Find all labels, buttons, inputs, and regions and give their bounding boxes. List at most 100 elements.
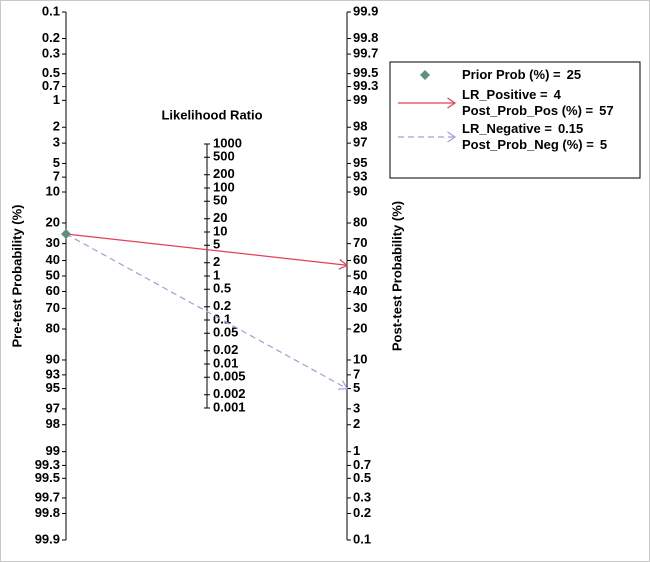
- lr-tick-label: 50: [213, 193, 227, 208]
- right-tick-label: 99.7: [353, 46, 378, 61]
- left-tick-label: 60: [46, 283, 60, 298]
- legend-value: 5: [600, 137, 607, 152]
- right-tick-label: 95: [353, 155, 367, 170]
- left-tick-label: 98: [46, 416, 60, 431]
- lr-tick-label: 0.05: [213, 325, 238, 340]
- right-tick-label: 1: [353, 443, 360, 458]
- left-tick-label: 0.2: [42, 30, 60, 45]
- left-axis-label: Pre-test Probability (%): [9, 204, 24, 347]
- nomogram-line: [65, 233, 348, 266]
- legend-value: 4: [554, 87, 562, 102]
- left-tick-label: 99.3: [35, 457, 60, 472]
- legend-arrow: [447, 131, 457, 143]
- right-tick-label: 99.9: [353, 3, 378, 18]
- legend-text: Post_Prob_Pos (%) = 57: [462, 103, 614, 118]
- right-tick-label: 0.2: [353, 505, 371, 520]
- lr-tick-label: 0.005: [213, 369, 246, 384]
- lr-tick-label: 0.002: [213, 386, 246, 401]
- right-tick-label: 30: [353, 300, 367, 315]
- lr-tick-label: 1000: [213, 135, 242, 150]
- right-tick-label: 97: [353, 135, 367, 150]
- lr-tick-label: 20: [213, 210, 227, 225]
- right-tick-label: 99.8: [353, 30, 378, 45]
- lr-tick-label: 0.2: [213, 298, 231, 313]
- legend-value: 25: [567, 67, 581, 82]
- left-tick-label: 93: [46, 366, 60, 381]
- legend-label: Post_Prob_Neg (%) =: [462, 137, 594, 152]
- left-tick-label: 3: [53, 135, 60, 150]
- left-tick-label: 0.7: [42, 78, 60, 93]
- left-tick-label: 70: [46, 300, 60, 315]
- right-tick-label: 93: [353, 169, 367, 184]
- left-tick-label: 0.1: [42, 3, 60, 18]
- left-tick-label: 50: [46, 267, 60, 282]
- arrow-head: [337, 380, 348, 390]
- legend-text: Prior Prob (%) = 25: [462, 67, 581, 82]
- legend-arrow: [447, 97, 457, 109]
- right-tick-label: 80: [353, 214, 367, 229]
- right-tick-label: 0.5: [353, 470, 371, 485]
- legend-label: LR_Positive =: [462, 87, 548, 102]
- right-tick-label: 3: [353, 400, 360, 415]
- right-tick-label: 60: [353, 252, 367, 267]
- right-tick-label: 10: [353, 351, 367, 366]
- left-tick-label: 1: [53, 92, 60, 107]
- left-tick-label: 99.8: [35, 505, 60, 520]
- left-tick-label: 95: [46, 380, 60, 395]
- left-tick-label: 2: [53, 119, 60, 134]
- right-tick-label: 40: [353, 283, 367, 298]
- arrow-head: [338, 259, 349, 270]
- left-tick-label: 10: [46, 183, 60, 198]
- legend-text: LR_Positive = 4: [462, 87, 562, 102]
- right-axis-label: Post-test Probability (%): [389, 201, 404, 351]
- legend-value: 0.15: [558, 121, 583, 136]
- lr-tick-label: 10: [213, 223, 227, 238]
- right-tick-label: 99.3: [353, 78, 378, 93]
- left-tick-label: 97: [46, 400, 60, 415]
- legend-label: Prior Prob (%) =: [462, 67, 561, 82]
- legend-marker: [420, 70, 430, 80]
- left-tick-label: 40: [46, 252, 60, 267]
- lr-tick-label: 0.01: [213, 355, 238, 370]
- left-tick-label: 20: [46, 214, 60, 229]
- left-tick-label: 99: [46, 443, 60, 458]
- right-tick-label: 20: [353, 320, 367, 335]
- left-tick-label: 0.3: [42, 46, 60, 61]
- left-tick-label: 99.5: [35, 470, 60, 485]
- right-tick-label: 7: [353, 366, 360, 381]
- lr-tick-label: 5: [213, 237, 220, 252]
- right-tick-label: 98: [353, 119, 367, 134]
- right-tick-label: 0.1: [353, 531, 371, 546]
- right-tick-label: 99: [353, 92, 367, 107]
- left-tick-label: 80: [46, 320, 60, 335]
- lr-tick-label: 0.001: [213, 399, 246, 414]
- left-tick-label: 30: [46, 235, 60, 250]
- right-tick-label: 70: [353, 235, 367, 250]
- right-tick-label: 99.5: [353, 65, 378, 80]
- right-tick-label: 90: [353, 183, 367, 198]
- right-tick-label: 0.3: [353, 489, 371, 504]
- left-tick-label: 90: [46, 351, 60, 366]
- lr-tick-label: 100: [213, 179, 235, 194]
- lr-tick-label: 1: [213, 267, 220, 282]
- legend-text: LR_Negative = 0.15: [462, 121, 583, 136]
- middle-axis-label: Likelihood Ratio: [161, 107, 262, 122]
- right-tick-label: 50: [353, 267, 367, 282]
- legend-label: Post_Prob_Pos (%) =: [462, 103, 594, 118]
- left-tick-label: 99.7: [35, 489, 60, 504]
- left-tick-label: 0.5: [42, 65, 60, 80]
- right-tick-label: 0.7: [353, 457, 371, 472]
- lr-tick-label: 500: [213, 149, 235, 164]
- legend-text: Post_Prob_Neg (%) = 5: [462, 137, 607, 152]
- legend-box: [389, 61, 641, 179]
- lr-tick-label: 2: [213, 254, 220, 269]
- legend-value: 57: [599, 103, 613, 118]
- right-tick-label: 5: [353, 380, 360, 395]
- lr-tick-label: 0.02: [213, 342, 238, 357]
- right-tick-label: 2: [353, 416, 360, 431]
- left-tick-label: 7: [53, 169, 60, 184]
- legend-label: LR_Negative =: [462, 121, 552, 136]
- left-tick-label: 99.9: [35, 531, 60, 546]
- lr-tick-label: 0.5: [213, 281, 231, 296]
